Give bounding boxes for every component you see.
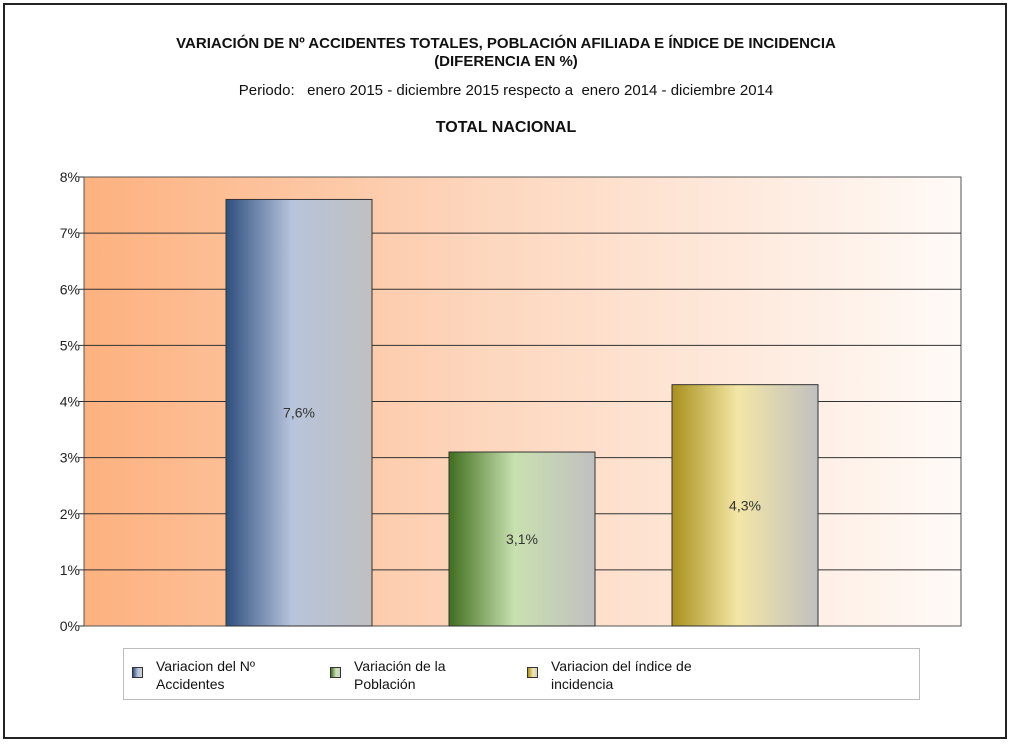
legend-swatch-accidentes — [132, 667, 143, 678]
bar-3 — [671, 384, 819, 627]
data-label: 7,6% — [283, 405, 315, 421]
legend-label-poblacion-line1: Variación de la — [354, 658, 446, 674]
legend-swatch-incidencia — [527, 667, 538, 678]
chart-title-line2: (DIFERENCIA EN %) — [434, 53, 578, 70]
legend-swatch-poblacion — [330, 667, 341, 678]
legend-label-poblacion-line2: Población — [354, 676, 416, 692]
chart-title: VARIACIÓN DE Nº ACCIDENTES TOTALES, POBL… — [0, 35, 1012, 71]
y-tick-label: 3% — [60, 450, 80, 466]
y-tick-label: 5% — [60, 337, 80, 353]
y-tick-label: 1% — [60, 562, 80, 578]
legend-label-incidencia-line2: incidencia — [551, 676, 614, 692]
y-tick-label: 7% — [60, 225, 80, 241]
chart-period: Periodo: enero 2015 - diciembre 2015 res… — [238, 82, 774, 99]
bar-1 — [225, 198, 373, 627]
data-label: 3,1% — [506, 531, 538, 547]
y-tick-label: 0% — [60, 618, 80, 634]
data-label: 4,3% — [729, 497, 761, 513]
chart-subtitle: TOTAL NACIONAL — [435, 119, 577, 136]
legend-label-accidentes-line2: Accidentes — [156, 676, 225, 692]
chart-legend: Variacion del Nº Accidentes Variación de… — [123, 648, 920, 700]
y-tick-label: 8% — [60, 169, 80, 185]
bar-2 — [448, 451, 596, 627]
y-tick-label: 2% — [60, 506, 80, 522]
y-tick-label: 4% — [60, 394, 80, 410]
legend-label-incidencia-line1: Variacion del índice de — [551, 658, 692, 674]
y-tick-label: 6% — [60, 281, 80, 297]
chart-title-line1: VARIACIÓN DE Nº ACCIDENTES TOTALES, POBL… — [176, 35, 836, 52]
legend-label-accidentes-line1: Variacion del Nº — [156, 658, 256, 674]
